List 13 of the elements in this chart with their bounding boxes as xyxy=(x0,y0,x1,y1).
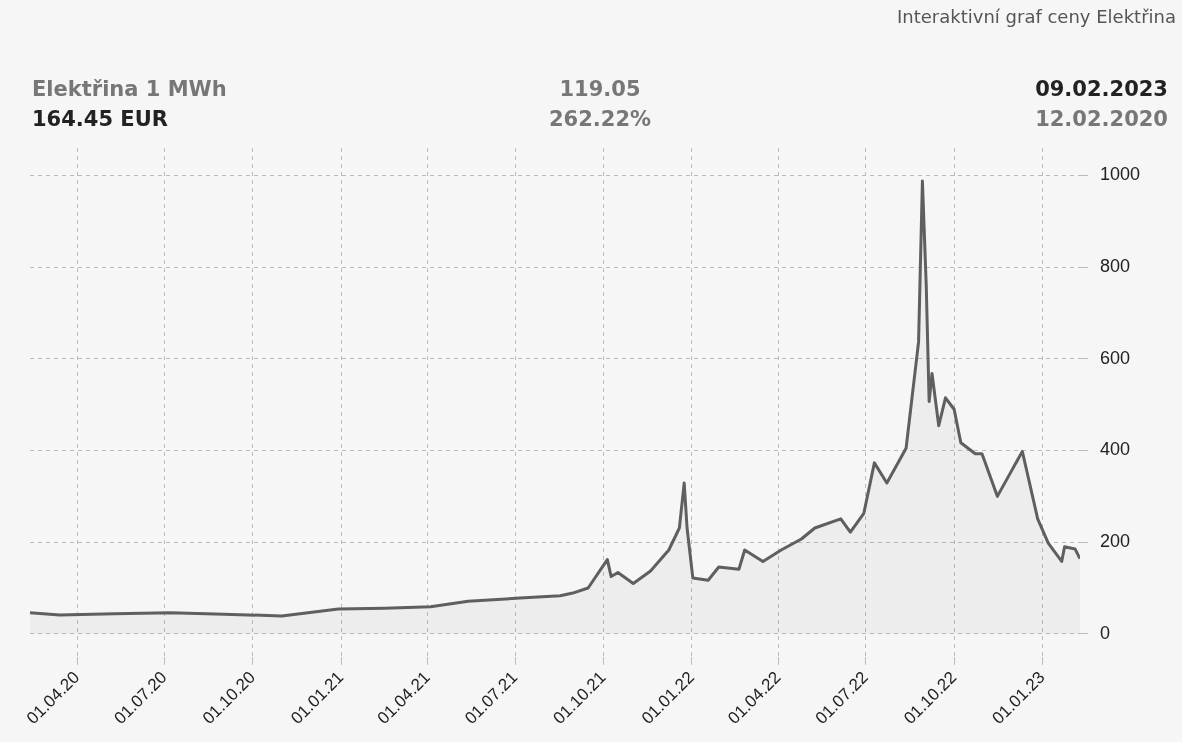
text: 119.05 xyxy=(558,76,642,103)
y-tick-label: 600 xyxy=(1099,347,1130,368)
text: 12.02.2020 xyxy=(1034,106,1168,133)
text: 262.22% xyxy=(547,106,653,133)
chart-title: Interaktivní graf ceny Elektřina xyxy=(897,6,1176,27)
y-tick-label: 200 xyxy=(1099,531,1130,552)
text: 164.45 EUR xyxy=(32,106,169,133)
y-tick-label: 800 xyxy=(1099,256,1130,277)
y-tick-label: 1000 xyxy=(1099,164,1140,185)
y-tick-label: 0 xyxy=(1099,622,1110,643)
text: Elektřina 1 MWh xyxy=(32,76,228,103)
y-tick-label: 400 xyxy=(1099,439,1130,460)
text: 09.02.2023 xyxy=(1034,76,1168,103)
